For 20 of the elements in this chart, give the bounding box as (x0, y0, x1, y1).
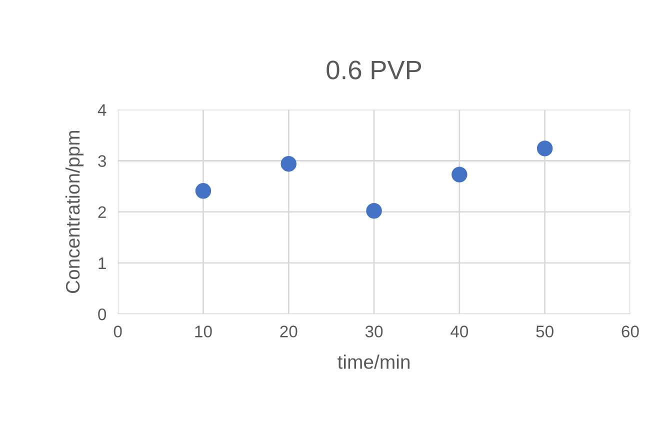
y-axis-title: Concentration/ppm (65, 130, 84, 294)
y-tick-label: 2 (98, 206, 106, 218)
point (536, 140, 553, 156)
x-axis-title: time/min (338, 354, 410, 369)
y-tick-label: 3 (98, 155, 106, 167)
point (366, 202, 382, 219)
y-tick-label: 1 (98, 258, 106, 270)
point (452, 166, 468, 182)
point (280, 156, 296, 172)
x-tick-label: 50 (536, 326, 554, 338)
y-tick-label: 0 (98, 308, 106, 320)
x-tick-label: 0 (114, 326, 122, 338)
point (195, 183, 212, 199)
x-tick-label: 60 (622, 326, 639, 338)
x-tick-label: 30 (365, 326, 383, 338)
chart-title: 0.6 PVP (326, 60, 422, 80)
x-tick-label: 20 (280, 326, 298, 338)
x-tick-label: 10 (195, 326, 212, 338)
y-tick-label: 4 (98, 104, 106, 116)
x-tick-label: 40 (450, 326, 468, 338)
